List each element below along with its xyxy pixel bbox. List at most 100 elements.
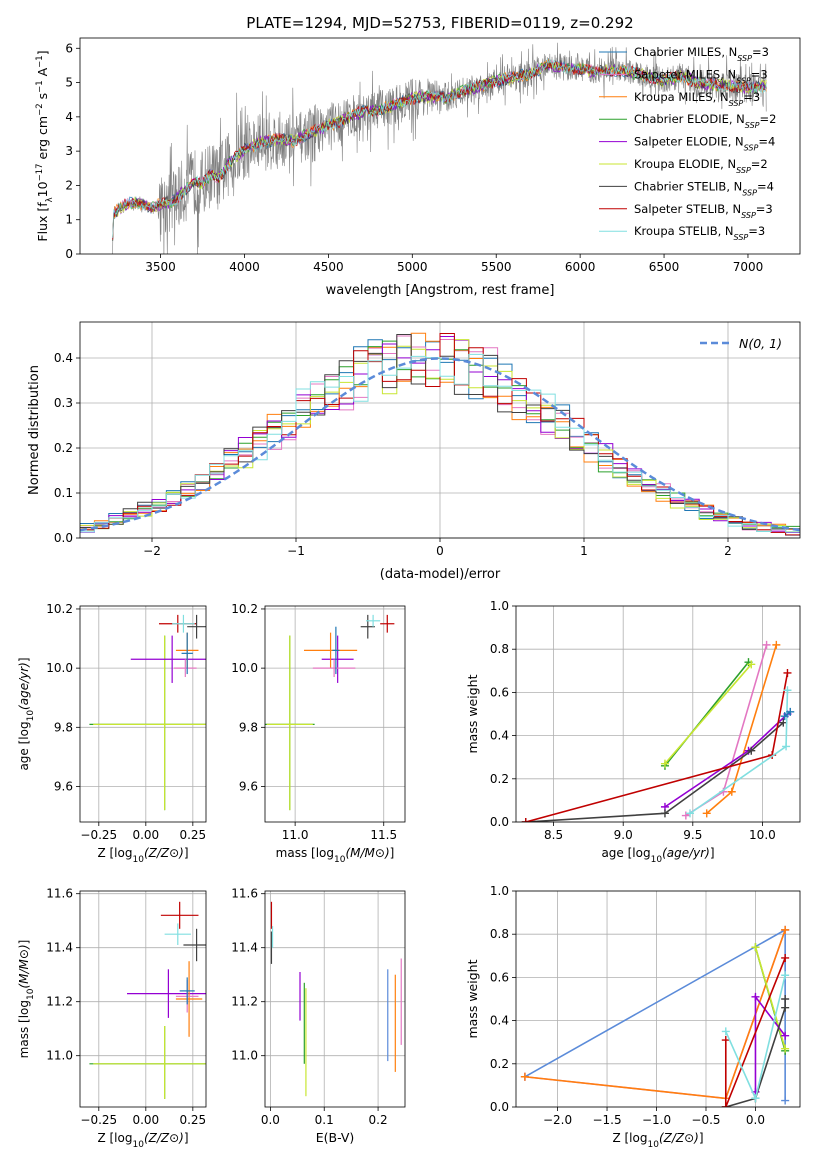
label-subscript: 10 [132, 855, 144, 865]
axes-frame [79, 37, 801, 255]
residual-histogram-step [80, 353, 800, 533]
y-axis-label: Flux [fλ10−17 erg cm−2 s−1 A−1] [35, 50, 55, 241]
axes-frame [264, 605, 406, 823]
x-tick-label: −1.0 [642, 1113, 671, 1127]
weight-point-marker [751, 1094, 760, 1103]
y-tick-label: 0.0 [490, 1100, 509, 1114]
x-axis-label: E(B-V) [316, 1130, 355, 1145]
weight-point-marker [721, 1036, 730, 1045]
mass-vs-ebv-panel: 0.0 0.1 0.2 11.0 11.2 11.4 11.6 E(B-V) [231, 887, 406, 1145]
y-tick-label: 0.4 [54, 351, 73, 365]
y-tick-label: 11.6 [231, 887, 258, 901]
y-tick-label: 10.2 [46, 602, 73, 616]
label-subscript: 10 [651, 855, 663, 865]
y-axis-label: age [log10(age/yr)] [17, 657, 36, 770]
legend-label-main: Salpeter STELIB, N [634, 202, 741, 216]
weight-point-marker [721, 1027, 730, 1036]
axes-frame [79, 321, 801, 539]
legend-entry-label: Salpeter STELIB, NSSP=3 [634, 202, 773, 220]
y-tick-label: 11.0 [46, 1049, 73, 1063]
plot-area [80, 332, 800, 536]
label-italic: (M/M⊙) [17, 944, 31, 988]
y-tick-label: 10.2 [231, 602, 258, 616]
weight-series-line [724, 957, 786, 1107]
weight-point-marker [521, 818, 530, 822]
x-tick-label: −2.0 [543, 1113, 572, 1127]
normal-reference-curve [80, 357, 800, 532]
y-tick-label: 11.4 [231, 941, 258, 955]
x-tick-label: −0.5 [691, 1113, 720, 1127]
y-axis-label: mass [log10(M/M⊙)] [17, 940, 36, 1059]
y-tick-label: 10.0 [231, 661, 258, 675]
age-vs-mass-panel: 11.0 11.5 9.6 9.8 10.0 10.2 mass [log10(M/M⊙)] [231, 602, 406, 865]
y-tick-label: 11.2 [231, 995, 258, 1009]
plot-area [89, 901, 206, 1099]
y-label-part: −2 [35, 103, 45, 116]
y-tick-label: 4 [65, 110, 73, 124]
label-italic: (Z/Z⊙) [144, 1131, 184, 1145]
y-label-part: Flux [f [35, 202, 50, 242]
y-tick-label: 9.8 [54, 720, 73, 734]
label-italic: (M/M⊙) [345, 846, 389, 860]
weight-point-marker [781, 1044, 790, 1053]
y-tick-label: 11.4 [46, 941, 73, 955]
label-italic: (Z/Z⊙) [144, 846, 184, 860]
y-tick-label: 11.2 [46, 995, 73, 1009]
weight-point-marker [781, 995, 790, 1003]
y-tick-label: 9.6 [54, 779, 73, 793]
legend-entry-label: Chabrier ELODIE, NSSP=2 [634, 112, 776, 130]
y-axis-label: mass weight [465, 959, 480, 1038]
y-axis-label: Normed distribution [27, 365, 42, 495]
label-italic: (Z/Z⊙) [659, 1131, 699, 1145]
weight-point-marker [751, 992, 760, 1001]
y-tick-label: 0.1 [54, 486, 73, 500]
y-label-part: erg cm [35, 116, 50, 164]
y-tick-label: 5 [65, 76, 73, 90]
age-vs-metallicity-panel: −0.25 0.00 0.259.69.810.010.2Z [log10(Z/Z⊙… [17, 602, 207, 865]
legend-label-subscript: SSP [729, 98, 744, 107]
legend-label-main: Kroupa ELODIE, N [634, 157, 736, 171]
label-part: Z [log [97, 1131, 132, 1145]
y-tick-label: 11.0 [231, 1049, 258, 1063]
legend-label-subscript: SSP [744, 143, 759, 152]
y-tick-label: 10.0 [46, 661, 73, 675]
label-part: ] [184, 1131, 189, 1145]
x-axis-label: Z [log10(Z/Z⊙)] [97, 846, 188, 865]
y-tick-label: 0.6 [490, 970, 509, 984]
y-tick-label: 0.2 [490, 772, 509, 786]
y-label-part: λ [45, 197, 55, 202]
legend-entry-label: Kroupa MILES, NSSP=3 [634, 90, 760, 108]
x-tick-label: 0.25 [179, 828, 206, 842]
label-part: mass [log [276, 846, 334, 860]
x-tick-label: 0.00 [132, 828, 159, 842]
weight-point-marker [782, 742, 791, 751]
weight-point-marker [772, 640, 781, 649]
legend-label-main: Salpeter MILES, N [634, 67, 736, 81]
x-axis-label: Z [log10(Z/Z⊙)] [612, 1131, 703, 1150]
legend-label-subscript: SSP [737, 54, 752, 63]
weight-point-marker [762, 640, 771, 649]
weight-point-marker [686, 809, 695, 818]
plot-area [89, 614, 206, 811]
x-tick-label: 3500 [145, 260, 176, 274]
y-tick-label: 11.6 [46, 887, 73, 901]
legend-label-subscript: SSP [736, 76, 751, 85]
label-italic: (age/yr) [662, 846, 710, 860]
y-label-part: −1 [35, 55, 45, 68]
y-tick-label: 1.0 [490, 599, 509, 613]
x-tick-label: 0.0 [261, 1113, 280, 1127]
y-tick-label: 0.8 [490, 927, 509, 941]
label-subscript: 10 [132, 1140, 144, 1150]
x-tick-label: 1 [580, 544, 588, 558]
legend-label-end: =2 [760, 112, 777, 126]
weight-point-marker [681, 811, 690, 820]
x-tick-label: 8.5 [544, 828, 563, 842]
legend-label-end: =4 [758, 135, 775, 149]
label-italic: (age/yr) [17, 662, 31, 710]
y-tick-label: 0.2 [490, 1057, 509, 1071]
weight-series-line [664, 663, 752, 765]
legend-label-end: =3 [752, 45, 769, 59]
